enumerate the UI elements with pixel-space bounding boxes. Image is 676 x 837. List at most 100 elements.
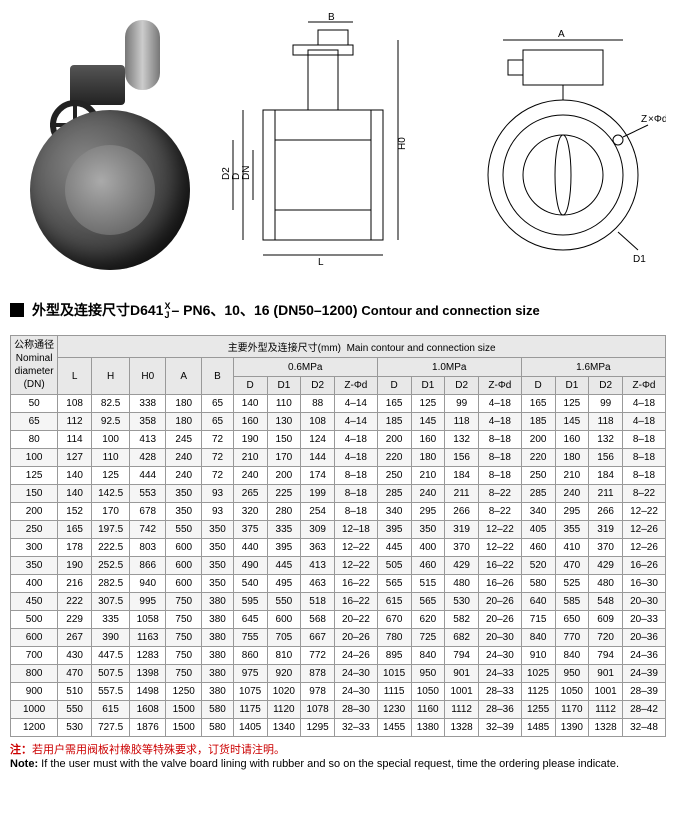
table-row: 6511292.5358180651601301084–141851451184… [11,413,666,431]
cell-value: 1295 [301,719,335,737]
dim-label-b: B [328,12,335,23]
header-l: L [58,358,92,395]
cell-value: 252.5 [92,557,130,575]
cell-value: 380 [202,647,234,665]
cell-value: 210 [411,467,445,485]
cell-value: 1075 [233,683,267,701]
cell-value: 127 [58,449,92,467]
cell-value: 118 [445,413,479,431]
header-pressure-col: D2 [445,377,479,395]
cell-value: 24–30 [335,683,378,701]
cell-value: 1115 [377,683,411,701]
cell-value: 678 [130,503,166,521]
cell-value: 199 [301,485,335,503]
cell-value: 428 [130,449,166,467]
cell-value: 265 [233,485,267,503]
cell-value: 520 [521,557,555,575]
cell-value: 1125 [521,683,555,701]
cell-value: 1160 [411,701,445,719]
cell-value: 609 [589,611,623,629]
cell-value: 72 [202,467,234,485]
product-photo [10,10,210,270]
cell-value: 319 [445,521,479,539]
cell-value: 380 [202,629,234,647]
cell-value: 28–30 [335,701,378,719]
cell-value: 1455 [377,719,411,737]
cell-value: 180 [411,449,445,467]
cell-value: 580 [521,575,555,593]
dim-label-l: L [318,257,324,268]
cell-value: 901 [589,665,623,683]
cell-value: 24–39 [623,665,666,683]
table-header: 公称通径 Nominal diameter (DN) 主要外型及连接尺寸(mm)… [11,336,666,395]
dim-label-h0: H0 [397,137,408,150]
cell-value: 118 [589,413,623,431]
cell-value: 4–14 [335,413,378,431]
cell-value: 444 [130,467,166,485]
footnote: 注：若用户需用阀板衬橡胶等特殊要求，订货时请注明。 Note: If the u… [10,743,666,771]
cell-value: 8–18 [623,449,666,467]
cell-value: 28–36 [479,701,522,719]
cell-value: 240 [166,449,202,467]
cell-value: 110 [92,449,130,467]
header-pressure-col: D [521,377,555,395]
cell-value: 1340 [267,719,301,737]
cell-value: 1112 [445,701,479,719]
cell-value: 725 [411,629,445,647]
dim-label-z: Z [641,114,647,125]
table-row: 1200530727.51876150058014051340129532–33… [11,719,666,737]
cell-value: 866 [130,557,166,575]
cell-value: 20–26 [479,611,522,629]
cell-value: 1015 [377,665,411,683]
cell-value: 1020 [267,683,301,701]
cell-value: 20–36 [623,629,666,647]
cell-value: 220 [521,449,555,467]
cell-value: 518 [301,593,335,611]
header-pressure-col: D [377,377,411,395]
cell-value: 794 [589,647,623,665]
cell-value: 405 [521,521,555,539]
cell-value: 1500 [166,719,202,737]
cell-value: 742 [130,521,166,539]
table-row: 350190252.586660035049044541312–22505460… [11,557,666,575]
cell-value: 615 [377,593,411,611]
cell-dn: 400 [11,575,58,593]
cell-value: 460 [411,557,445,575]
cell-value: 803 [130,539,166,557]
dimensions-table: 公称通径 Nominal diameter (DN) 主要外型及连接尺寸(mm)… [10,335,666,737]
cell-value: 250 [521,467,555,485]
cell-value: 125 [555,395,589,413]
cell-value: 770 [555,629,589,647]
cell-value: 240 [555,485,589,503]
cell-value: 470 [555,557,589,575]
cell-value: 840 [521,629,555,647]
cell-value: 410 [555,539,589,557]
cell-value: 266 [445,503,479,521]
cell-value: 12–22 [335,539,378,557]
cell-value: 12–26 [623,539,666,557]
cell-value: 16–30 [623,575,666,593]
cell-dn: 80 [11,431,58,449]
cell-value: 4–18 [479,413,522,431]
cell-value: 1120 [267,701,301,719]
cell-value: 8–18 [335,485,378,503]
cell-value: 1050 [411,683,445,701]
cell-value: 440 [233,539,267,557]
cell-value: 878 [301,665,335,683]
cell-value: 375 [233,521,267,539]
cell-value: 1283 [130,647,166,665]
cell-dn: 150 [11,485,58,503]
cell-value: 185 [521,413,555,431]
cell-value: 395 [267,539,301,557]
cell-value: 1405 [233,719,267,737]
cell-value: 715 [521,611,555,629]
cell-value: 335 [267,521,301,539]
cell-value: 72 [202,449,234,467]
cell-value: 180 [166,395,202,413]
cell-value: 1608 [130,701,166,719]
cell-value: 395 [377,521,411,539]
cell-value: 1163 [130,629,166,647]
cell-value: 413 [130,431,166,449]
cell-value: 178 [58,539,92,557]
cell-value: 8–22 [623,485,666,503]
